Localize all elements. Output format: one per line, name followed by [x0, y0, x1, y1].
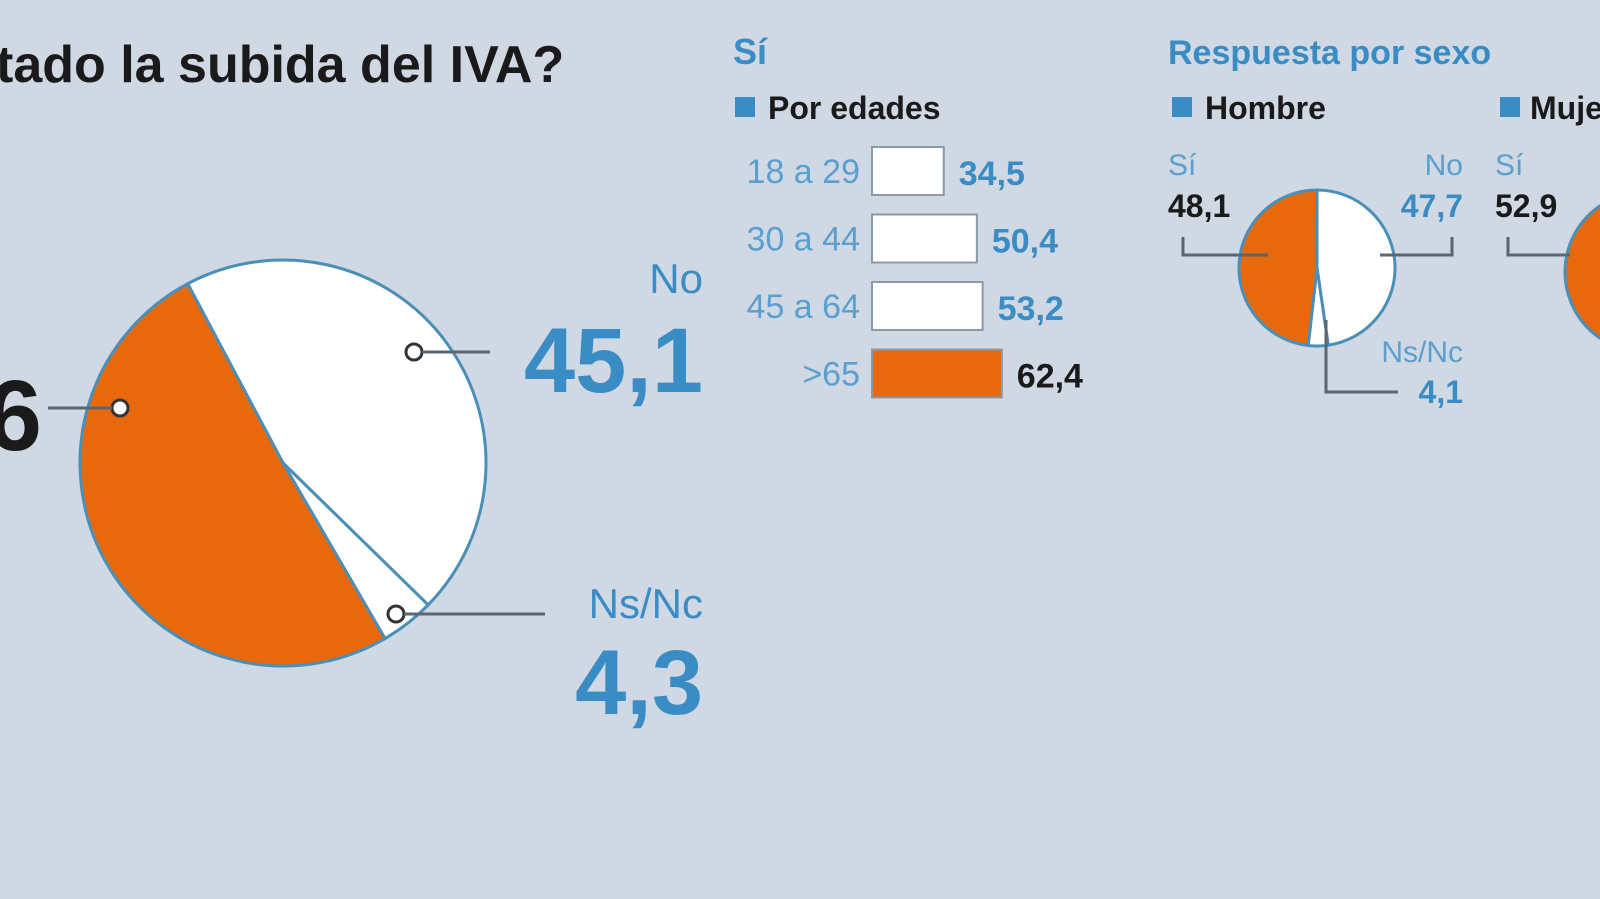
leader-line — [1324, 320, 1398, 394]
pie-slice — [1315, 188, 1397, 347]
category-label: Sí — [1168, 149, 1197, 182]
legend-square — [1172, 97, 1192, 117]
pie-slice — [78, 281, 388, 668]
leader-dot — [110, 398, 130, 418]
pie-slice — [1237, 188, 1319, 348]
category-label: >65 — [802, 356, 860, 394]
bar — [871, 213, 978, 264]
value-label: 62,4 — [1017, 358, 1083, 396]
leader-line — [1181, 237, 1268, 257]
value-label: 50,4 — [992, 223, 1058, 261]
bar-title: Sí — [733, 31, 768, 72]
legend-square — [1500, 97, 1520, 117]
pie-subtitle: Hombre — [1205, 90, 1326, 126]
category-label: No — [649, 255, 703, 302]
value-label: 4,1 — [1419, 374, 1463, 410]
value-label: 52,9 — [1495, 188, 1557, 224]
value-label: 45,1 — [524, 310, 703, 412]
leader-line — [1506, 237, 1570, 257]
legend-square — [735, 97, 755, 117]
category-label: Ns/Nc — [589, 580, 703, 627]
category-label: 45 a 64 — [747, 288, 860, 326]
leader-dot — [386, 604, 406, 624]
pie-slice — [1563, 204, 1600, 340]
title: tado la subida del IVA? — [0, 36, 564, 94]
category-label: 18 a 29 — [747, 153, 860, 191]
value-label: 50,6 — [0, 360, 42, 472]
category-label: Sí — [1495, 149, 1524, 182]
bar — [871, 281, 984, 331]
value-label: 34,5 — [959, 155, 1025, 193]
category-label: 30 a 44 — [747, 221, 860, 259]
leader-line — [1380, 237, 1454, 257]
sex-title: Respuesta por sexo — [1168, 34, 1491, 72]
bar — [871, 348, 1003, 399]
leader-dot — [404, 342, 424, 362]
pie-subtitle: Mujer — [1530, 90, 1600, 126]
value-label: 47,7 — [1401, 188, 1463, 224]
bar-subtitle: Por edades — [768, 90, 941, 126]
category-label: Ns/Nc — [1381, 336, 1463, 369]
value-label: 4,3 — [575, 632, 703, 734]
category-label: No — [1425, 149, 1463, 182]
value-label: 53,2 — [998, 290, 1064, 328]
value-label: 48,1 — [1168, 188, 1230, 224]
bar — [871, 146, 945, 196]
